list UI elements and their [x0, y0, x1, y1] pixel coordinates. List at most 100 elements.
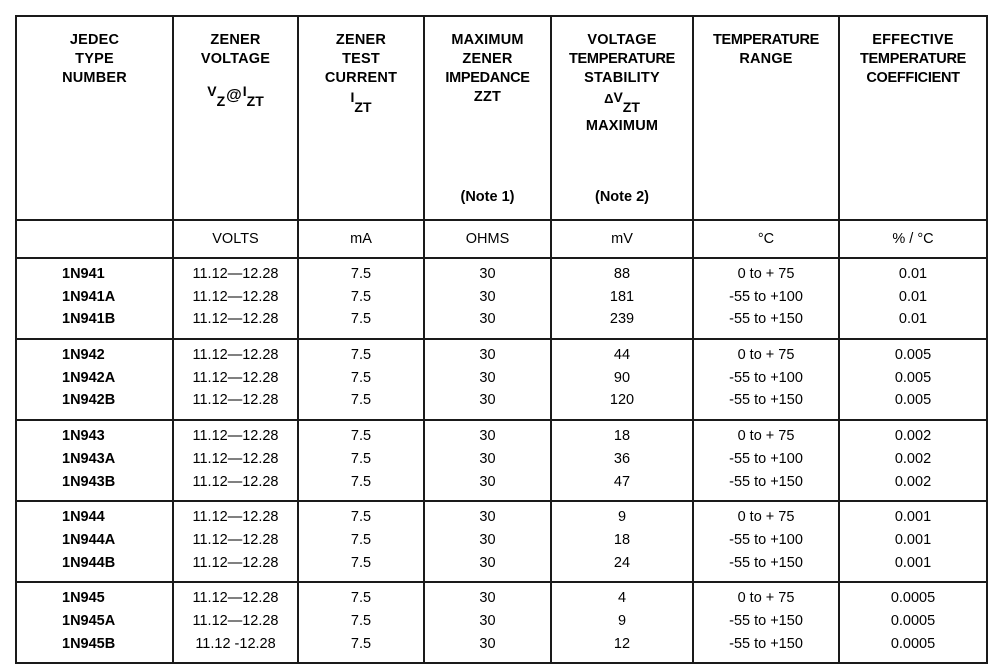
cell-value: 0 to + 75	[737, 428, 795, 445]
table-row: 1N944 1N944A 1N944B 11.12—12.28 11.12—12…	[15, 500, 988, 584]
group-cell-test-current: 7.5 7.5 7.5	[297, 419, 425, 503]
header-line: ZENER	[462, 51, 513, 68]
group-cell-zener-impedance: 30 30 30	[423, 581, 552, 664]
cell-value: 7.5	[350, 288, 372, 305]
table-body: 1N941 1N941A 1N941B 11.12—12.28 11.12—12…	[15, 256, 988, 664]
datasheet-page: JEDEC TYPE NUMBER ZENER VOLTAGE VZ@IZT	[15, 15, 988, 664]
symbol-at: @	[226, 87, 242, 105]
cell-value: 30	[479, 347, 496, 364]
column-header-zener-test-current: ZENER TEST CURRENT IZT	[297, 15, 425, 221]
cell-value: 7.5	[350, 590, 372, 607]
cell-value: 0.01	[898, 288, 928, 305]
cell-value: 0.001	[894, 531, 932, 548]
cell-value: 1N943B	[62, 473, 116, 490]
header-line: COEFFICIENT	[866, 70, 960, 87]
group-cell-zener-impedance: 30 30 30	[423, 256, 552, 341]
cell-value: 0.005	[894, 369, 932, 386]
cell-value: 1N942	[62, 347, 105, 364]
group-cell-effective-temp-coefficient: 0.001 0.001 0.001	[838, 500, 988, 584]
unit-jedec	[15, 219, 174, 259]
header-line: NUMBER	[62, 70, 127, 87]
cell-value: 1N941A	[62, 288, 116, 305]
cell-value: 30	[479, 392, 496, 409]
header-line: TEMPERATURE	[860, 51, 966, 68]
cell-value: 24	[613, 554, 631, 571]
cell-value: 7.5	[350, 612, 372, 629]
cell-value: -55 to +150	[729, 311, 803, 328]
symbol-v: V	[613, 89, 623, 106]
group-cell-voltage-temp-stability: 18 36 47	[550, 419, 694, 503]
symbol-v-subscript: Z	[216, 93, 226, 110]
group-cell-zener-voltage: 11.12—12.28 11.12—12.28 11.12 -12.28	[172, 581, 299, 664]
cell-value: 30	[479, 590, 496, 607]
cell-value: 7.5	[350, 266, 372, 282]
cell-value: 11.12—12.28	[192, 266, 279, 282]
unit-zener-impedance: OHMS	[423, 219, 552, 259]
group-cell-effective-temp-coefficient: 0.0005 0.0005 0.0005	[838, 581, 988, 664]
cell-value: 47	[613, 473, 631, 490]
cell-value: 11.12—12.28	[192, 311, 279, 328]
unit-voltage-temp-stability: mV	[550, 219, 694, 259]
symbol-i: I	[242, 83, 247, 100]
cell-value: -55 to +150	[729, 554, 803, 571]
cell-value: 0 to + 75	[737, 266, 795, 282]
cell-value: 30	[479, 612, 496, 629]
cell-value: 1N943A	[62, 450, 116, 467]
group-cell-temperature-range: 0 to + 75 -55 to +100 -55 to +150	[692, 338, 840, 422]
cell-value: 0.005	[894, 392, 932, 409]
cell-value: 7.5	[350, 509, 372, 526]
cell-value: 1N945A	[62, 612, 116, 629]
cell-value: 30	[479, 473, 496, 490]
cell-value: 1N944	[62, 509, 105, 526]
symbol-i-subscript: ZT	[354, 99, 372, 116]
cell-value: 0.002	[894, 450, 932, 467]
cell-value: 4	[617, 590, 627, 607]
unit-effective-temp-coefficient: % / °C	[838, 219, 988, 259]
cell-value: 11.12—12.28	[192, 428, 279, 445]
cell-value: 1N943	[62, 428, 105, 445]
cell-value: 30	[479, 509, 496, 526]
cell-value: 0.002	[894, 428, 932, 445]
table-row: 1N942 1N942A 1N942B 11.12—12.28 11.12—12…	[15, 338, 988, 422]
cell-value: -55 to +150	[729, 612, 803, 629]
group-cell-jedec: 1N944 1N944A 1N944B	[15, 500, 174, 584]
cell-value: 7.5	[350, 635, 372, 652]
header-line: TEMPERATURE	[713, 32, 819, 48]
cell-value: 181	[609, 288, 635, 305]
symbol-i: I	[350, 89, 355, 106]
cell-value: 30	[479, 369, 496, 386]
cell-value: 30	[479, 531, 496, 548]
cell-value: 11.12—12.28	[192, 347, 279, 364]
cell-value: 11.12—12.28	[192, 473, 279, 490]
cell-value: 11.12—12.28	[192, 612, 279, 629]
cell-value: -55 to +100	[729, 531, 803, 548]
group-cell-jedec: 1N941 1N941A 1N941B	[15, 256, 174, 341]
symbol-v-subscript: ZT	[622, 99, 640, 116]
header-line: ZENER	[335, 32, 387, 48]
cell-value: 0.001	[894, 509, 932, 526]
column-header-voltage-temperature-stability: VOLTAGE TEMPERATURE STABILITY ΔVZT MAXIM…	[550, 15, 694, 221]
cell-value: 1N945	[62, 590, 105, 607]
cell-value: 7.5	[350, 473, 372, 490]
cell-value: 12	[613, 635, 631, 652]
symbol-i-subscript: ZT	[246, 93, 264, 110]
group-cell-temperature-range: 0 to + 75 -55 to +100 -55 to +150	[692, 500, 840, 584]
group-cell-voltage-temp-stability: 44 90 120	[550, 338, 694, 422]
cell-value: 30	[479, 288, 496, 305]
cell-value: 7.5	[350, 531, 372, 548]
table-row: 1N945 1N945A 1N945B 11.12—12.28 11.12—12…	[15, 581, 988, 664]
cell-value: 0.01	[898, 311, 928, 328]
cell-value: 0 to + 75	[737, 509, 795, 526]
header-line: ZZT	[473, 89, 502, 106]
cell-value: -55 to +150	[729, 635, 803, 652]
cell-value: 30	[479, 554, 496, 571]
cell-value: 239	[609, 311, 635, 328]
column-header-effective-temperature-coefficient: EFFECTIVE TEMPERATURE COEFFICIENT	[838, 15, 988, 221]
group-cell-effective-temp-coefficient: 0.01 0.01 0.01	[838, 256, 988, 341]
table-row: 1N941 1N941A 1N941B 11.12—12.28 11.12—12…	[15, 256, 988, 341]
header-line: RANGE	[739, 51, 793, 68]
cell-value: 0.005	[894, 347, 932, 364]
symbol-vz-at-izt: VZ@IZT	[207, 82, 264, 110]
cell-value: 90	[613, 369, 631, 386]
cell-value: 7.5	[350, 347, 372, 364]
